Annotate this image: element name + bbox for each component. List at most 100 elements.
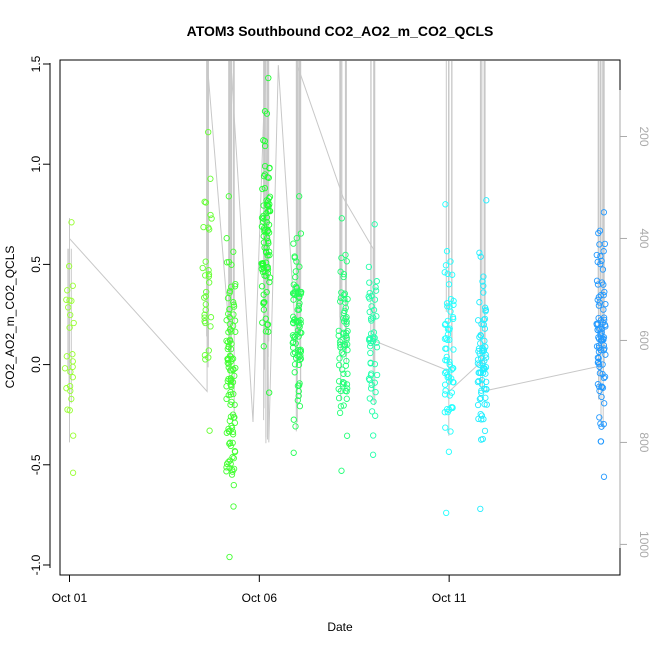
- data-point: [366, 395, 373, 402]
- data-point: [342, 342, 349, 349]
- data-point: [340, 351, 347, 358]
- data-point: [367, 315, 375, 322]
- x-tick-label: Oct 01: [52, 591, 88, 605]
- data-point: [223, 235, 230, 242]
- data-point: [228, 382, 235, 389]
- data-point: [370, 329, 378, 336]
- data-point: [265, 229, 273, 236]
- data-point: [340, 315, 347, 322]
- data-point: [442, 387, 449, 394]
- data-point: [596, 414, 603, 421]
- data-point: [290, 416, 297, 423]
- data-point: [297, 320, 304, 327]
- data-point: [263, 214, 271, 221]
- data-point: [228, 283, 235, 290]
- data-point: [202, 293, 210, 300]
- data-point: [595, 302, 603, 309]
- data-point: [225, 310, 232, 318]
- data-point: [208, 215, 215, 222]
- data-point: [373, 339, 380, 346]
- data-point: [373, 313, 380, 320]
- data-point: [446, 336, 453, 343]
- x-axis: Oct 01 Oct 06 Oct 11: [52, 574, 467, 605]
- data-point: [477, 394, 484, 402]
- data-point: [259, 185, 266, 193]
- data-point: [258, 283, 266, 290]
- data-point: [292, 268, 299, 275]
- data-point: [295, 306, 303, 313]
- data-point: [441, 335, 449, 342]
- data-point: [297, 348, 305, 355]
- data-point: [260, 202, 267, 209]
- data-point: [600, 346, 608, 354]
- data-point: [443, 345, 450, 352]
- data-point: [203, 288, 210, 296]
- data-point: [230, 465, 238, 473]
- data-point: [261, 171, 269, 178]
- data-point: [340, 402, 347, 409]
- data-point: [597, 438, 604, 445]
- data-point: [597, 253, 604, 260]
- data-point: [442, 334, 450, 342]
- data-point: [600, 336, 607, 343]
- data-point: [450, 379, 457, 386]
- data-point: [372, 283, 379, 291]
- data-point: [441, 321, 449, 328]
- data-point: [600, 374, 608, 382]
- data-point: [63, 296, 70, 303]
- y2-tick-label: 200: [637, 126, 650, 146]
- data-point: [443, 509, 450, 517]
- data-point: [450, 315, 457, 323]
- data-point: [371, 296, 379, 303]
- data-point: [340, 291, 347, 299]
- data-point: [367, 372, 375, 379]
- data-point: [597, 420, 604, 427]
- data-point: [201, 294, 208, 301]
- data-point: [600, 334, 608, 341]
- data-point: [228, 355, 235, 363]
- data-point: [232, 328, 239, 335]
- data-point: [479, 435, 486, 443]
- data-point: [295, 382, 303, 389]
- data-point: [258, 260, 265, 267]
- data-point: [596, 370, 604, 377]
- data-point: [291, 349, 299, 356]
- data-point: [372, 388, 379, 396]
- chart-title: ATOM3 Southbound CO2_AO2_m_CO2_QCLS: [187, 23, 494, 39]
- data-point: [599, 384, 607, 391]
- data-point: [367, 360, 374, 367]
- data-point: [224, 339, 232, 346]
- data-point: [338, 215, 345, 222]
- data-point: [200, 223, 207, 231]
- data-point: [67, 368, 74, 376]
- data-point: [65, 304, 72, 311]
- data-point: [601, 316, 608, 324]
- data-point: [205, 271, 213, 278]
- data-point: [335, 394, 343, 402]
- data-point: [295, 392, 302, 400]
- data-point: [343, 318, 350, 325]
- data-point: [371, 379, 378, 386]
- data-point: [599, 325, 606, 332]
- data-point: [476, 395, 484, 403]
- data-point: [223, 464, 230, 471]
- data-point: [478, 412, 486, 419]
- data-point: [230, 503, 237, 510]
- data-point: [260, 291, 267, 298]
- data-point: [69, 358, 76, 365]
- data-point: [368, 408, 376, 415]
- data-point: [444, 408, 451, 416]
- data-point: [230, 299, 237, 306]
- data-point: [227, 345, 235, 353]
- data-point: [295, 361, 303, 368]
- data-point: [266, 278, 273, 286]
- data-point: [474, 317, 482, 324]
- data-point: [296, 300, 303, 307]
- data-point: [343, 336, 350, 343]
- data-point: [298, 329, 305, 336]
- data-point: [202, 272, 209, 279]
- data-point: [201, 311, 208, 318]
- data-point: [445, 281, 453, 288]
- data-point: [478, 387, 485, 394]
- data-point: [343, 329, 350, 337]
